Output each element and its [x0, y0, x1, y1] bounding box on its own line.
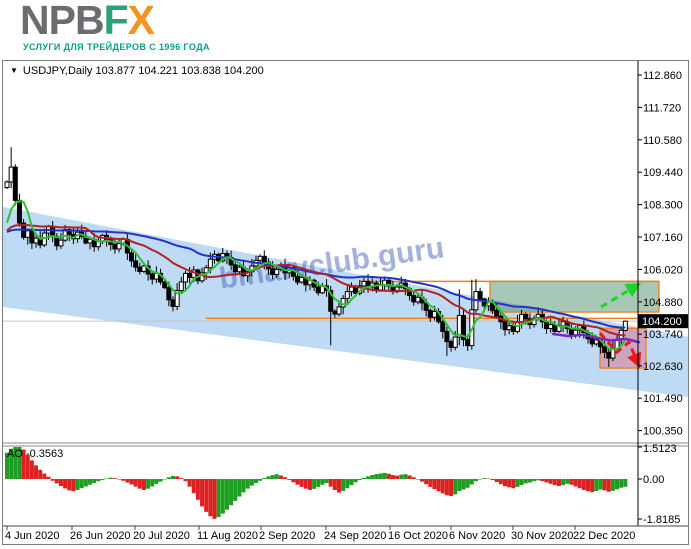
price-tick-label: 106.020 — [643, 264, 683, 276]
price-tick-label: 112.860 — [643, 70, 682, 82]
symbol-dropdown-icon[interactable]: ▼ — [10, 66, 18, 75]
chart-title-text: USDJPY,Daily 103.877 104.221 103.838 104… — [22, 65, 264, 77]
time-tick-label: 11 Aug 2020 — [197, 530, 258, 542]
chart-title: ▼ USDJPY,Daily 103.877 104.221 103.838 10… — [10, 65, 264, 77]
price-tick-label: 103.740 — [643, 329, 683, 341]
indicator-name: AO — [7, 448, 23, 460]
ma-line-fast — [6, 200, 627, 351]
brand-tagline: УСЛУГИ ДЛЯ ТРЕЙДЕРОВ С 1996 ГОДА — [23, 42, 210, 52]
price-tick-label: 104.880 — [643, 297, 683, 309]
time-tick-label: 4 Jun 2020 — [5, 530, 59, 542]
bullish-arrow — [600, 282, 642, 309]
time-tick-label: 20 Jul 2020 — [133, 530, 190, 542]
indicator-label: AO -0.3563 — [7, 448, 63, 460]
time-tick-label: 2 Sep 2020 — [259, 530, 315, 542]
time-tick-label: 6 Nov 2020 — [449, 530, 505, 542]
indicator-value: -0.3563 — [25, 448, 64, 460]
price-tick-label: 110.580 — [643, 135, 682, 147]
indicator-tick-label: 0.00 — [643, 474, 664, 486]
price-tick-label: 108.300 — [643, 200, 683, 212]
brand-logo-npb: NPB — [20, 0, 105, 43]
time-tick-label: 16 Oct 2020 — [388, 530, 448, 542]
current-price-box — [638, 314, 688, 329]
bearish-arrow — [598, 332, 642, 369]
chart-widget[interactable]: binaryclub.guru 112.860 111.720 110.580 109.… — [2, 60, 689, 545]
time-tick-label: 22 Dec 2020 — [573, 530, 635, 542]
price-tick-label: 101.490 — [643, 393, 683, 405]
price-tick-label: 111.720 — [643, 102, 681, 114]
price-chart-canvas[interactable]: binaryclub.guru112.860111.720110.580109.… — [3, 61, 688, 544]
ao-histogram — [5, 447, 628, 519]
brand-logo: NPBFX — [20, 0, 155, 44]
ma-line-medium — [6, 224, 626, 337]
price-tick-label: 100.350 — [643, 426, 683, 438]
brand-header: NPBFX УСЛУГИ ДЛЯ ТРЕЙДЕРОВ С 1996 ГОДА — [0, 0, 691, 58]
time-tick-label: 24 Sep 2020 — [324, 530, 386, 542]
time-tick-label: 30 Nov 2020 — [511, 530, 573, 542]
violet-ma-segment — [551, 332, 641, 344]
current-price-label: 104.200 — [642, 316, 682, 328]
price-tick-label: 107.160 — [643, 232, 683, 244]
time-tick-label: 26 Jun 2020 — [70, 530, 131, 542]
brand-logo-x: X — [127, 0, 155, 43]
price-tick-label: 102.630 — [643, 361, 683, 373]
indicator-tick-label: 1.5123 — [643, 443, 677, 455]
price-tick-label: 109.440 — [643, 167, 683, 179]
brand-logo-f: F — [103, 0, 129, 43]
indicator-tick-label: -1.8185 — [643, 514, 680, 526]
